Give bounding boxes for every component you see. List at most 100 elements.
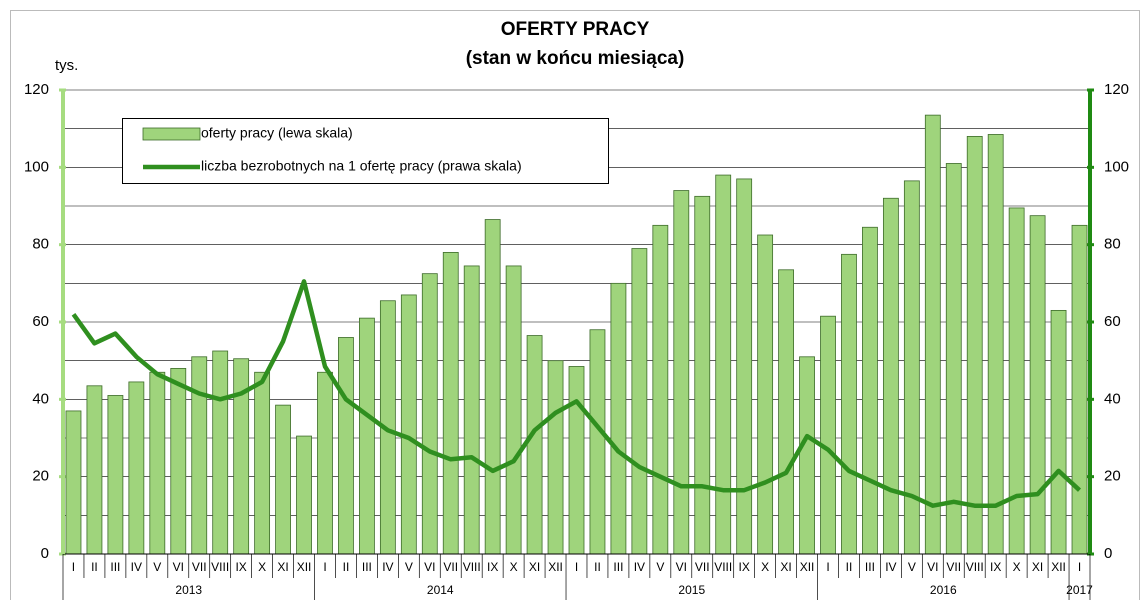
bar — [421, 273, 438, 555]
bar — [338, 337, 354, 555]
bar — [778, 269, 794, 555]
line-series — [71, 279, 1082, 508]
y-tick-label: 80 — [32, 236, 49, 253]
x-tick-label: II — [594, 560, 601, 574]
x-tick-label: II — [343, 560, 350, 574]
x-tick-label: VIII — [966, 560, 984, 574]
x-tick-label: III — [362, 560, 372, 574]
legend-box — [122, 118, 609, 184]
x-tick-label: V — [405, 560, 413, 574]
bar — [757, 234, 774, 555]
bar — [736, 178, 753, 555]
bar — [233, 358, 250, 555]
x-tick-label: XII — [1051, 560, 1066, 574]
bar — [589, 329, 606, 555]
x-tick-label: VII — [946, 560, 961, 574]
bar — [799, 356, 815, 555]
x-tick-label: XII — [297, 560, 312, 574]
x-tick-label: V — [656, 560, 664, 574]
legend: oferty pracy (lewa skala) liczba bezrobot… — [122, 118, 609, 184]
y2-tick-label: 100 — [1104, 158, 1129, 175]
y2-tick-label: 60 — [1104, 313, 1121, 330]
x-tick-label: IX — [487, 560, 498, 574]
bar — [400, 294, 417, 555]
x-group-label: 2014 — [427, 583, 454, 597]
x-group-label: 2015 — [678, 583, 705, 597]
x-tick-label: IV — [382, 560, 393, 574]
x-tick-label: VI — [927, 560, 938, 574]
y-axis-label: tys. — [55, 57, 78, 74]
y-tick-label: 60 — [32, 313, 49, 330]
x-tick-label: II — [846, 560, 853, 574]
bar — [359, 317, 375, 555]
bar — [65, 410, 82, 555]
y-tick-label: 20 — [32, 468, 49, 485]
x-tick-label: VI — [424, 560, 435, 574]
chart-frame — [10, 10, 1140, 600]
y2-tick-label: 80 — [1104, 236, 1121, 253]
bar — [149, 371, 166, 555]
x-tick-label: VIII — [211, 560, 229, 574]
bar — [107, 395, 124, 555]
bar — [568, 366, 585, 555]
x-tick-label: III — [110, 560, 120, 574]
bar — [505, 265, 522, 555]
bar — [1071, 224, 1088, 555]
x-tick-label: X — [761, 560, 769, 574]
x-tick-label: VIII — [714, 560, 732, 574]
bar — [631, 248, 648, 555]
x-tick-label: V — [153, 560, 161, 574]
bar — [694, 195, 711, 555]
x-tick-label: VII — [695, 560, 710, 574]
x-tick-label: XI — [529, 560, 540, 574]
x-tick-label: VII — [443, 560, 458, 574]
bar — [191, 356, 208, 555]
y-tick-label: 0 — [41, 545, 49, 562]
x-tick-label: X — [510, 560, 518, 574]
y2-tick-label: 120 — [1104, 81, 1129, 98]
y-tick-label: 120 — [24, 81, 49, 98]
bar — [652, 224, 669, 555]
bar — [212, 350, 229, 555]
y2-tick-label: 20 — [1104, 468, 1121, 485]
legend-label: oferty pracy (lewa skala) — [201, 125, 353, 141]
x-tick-label: XI — [277, 560, 288, 574]
y-tick-label: 40 — [32, 390, 49, 407]
x-tick-label: XI — [780, 560, 791, 574]
x-tick-label: IV — [885, 560, 896, 574]
chart-subtitle: (stan w końcu miesiąca) — [466, 48, 685, 69]
bar — [924, 114, 941, 555]
x-tick-label: X — [1013, 560, 1021, 574]
bar — [463, 265, 480, 555]
chart-title: OFERTY PRACY — [501, 19, 650, 40]
bar — [673, 190, 690, 555]
x-tick-label: II — [91, 560, 98, 574]
bar — [484, 219, 501, 555]
x-group-label: 2017 — [1066, 583, 1093, 597]
y2-tick-label: 40 — [1104, 390, 1121, 407]
x-tick-label: V — [908, 560, 916, 574]
x-group-label: 2016 — [930, 583, 957, 597]
bar — [841, 253, 857, 555]
bar — [987, 134, 1004, 555]
bar — [547, 360, 564, 555]
x-tick-label: IX — [739, 560, 750, 574]
legend-swatch — [142, 127, 201, 141]
bar — [442, 251, 459, 555]
x-tick-label: IV — [131, 560, 142, 574]
x-tick-label: X — [258, 560, 266, 574]
x-tick-label: I — [826, 560, 829, 574]
x-tick-label: I — [72, 560, 75, 574]
bar — [296, 435, 312, 555]
x-tick-label: IV — [634, 560, 645, 574]
legend-label: liczba bezrobotnych na 1 ofertę pracy (p… — [201, 158, 522, 174]
bar — [820, 315, 836, 555]
bar — [170, 367, 187, 555]
x-tick-label: VIII — [463, 560, 481, 574]
bar — [882, 197, 899, 555]
x-group-label: 2013 — [175, 583, 202, 597]
x-tick-label: XII — [548, 560, 563, 574]
bar — [275, 404, 291, 555]
y2-tick-label: 0 — [1104, 545, 1112, 562]
bar — [966, 135, 983, 555]
